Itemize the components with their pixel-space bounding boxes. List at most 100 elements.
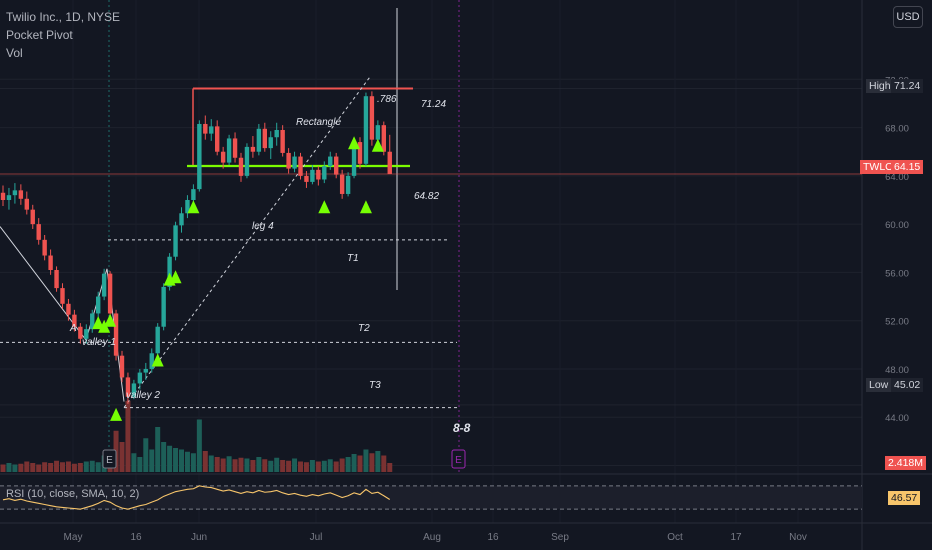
volume-bar bbox=[286, 460, 292, 472]
x-tick-label: 17 bbox=[730, 532, 742, 543]
volume-bar bbox=[244, 458, 250, 472]
candle-body bbox=[96, 296, 101, 314]
volume-bar bbox=[315, 461, 321, 472]
volume-bar bbox=[30, 463, 36, 472]
signal-triangle bbox=[110, 407, 123, 421]
y-tick-label: 44.00 bbox=[885, 413, 909, 424]
volume-bar bbox=[321, 460, 327, 472]
rsi-legend[interactable]: RSI (10, close, SMA, 10, 2) bbox=[6, 488, 140, 500]
candle-body bbox=[292, 156, 297, 169]
x-tick-label: Jun bbox=[191, 532, 207, 543]
candle-body bbox=[369, 96, 375, 140]
earnings-marker-2[interactable]: E bbox=[451, 449, 466, 469]
candle-body bbox=[387, 151, 392, 175]
candle-body bbox=[155, 326, 160, 354]
volume-bar bbox=[119, 442, 125, 472]
volume-bar bbox=[6, 463, 12, 472]
volume-bar bbox=[77, 463, 83, 472]
valley2-label: valley 2 bbox=[126, 390, 160, 401]
candle-body bbox=[18, 190, 24, 199]
signal-triangle bbox=[169, 270, 182, 284]
candle-body bbox=[161, 286, 166, 327]
candle-body bbox=[6, 195, 12, 200]
signal-triangle bbox=[371, 138, 384, 152]
candle-body bbox=[72, 314, 77, 327]
volume-bar bbox=[89, 460, 95, 472]
high-tag-label: High bbox=[866, 79, 894, 93]
candle-body bbox=[113, 313, 119, 356]
candle-body bbox=[244, 146, 250, 176]
rsi-band bbox=[0, 485, 862, 510]
earnings-marker-1[interactable]: E bbox=[102, 449, 117, 469]
pocket-pivot-signals bbox=[92, 136, 384, 421]
t3-label: T3 bbox=[369, 380, 381, 391]
candle-body bbox=[12, 190, 18, 196]
low-tag-value: 45.02 bbox=[891, 378, 924, 392]
x-tick-label: Aug bbox=[423, 532, 441, 543]
volume-bar bbox=[137, 457, 143, 472]
candle-body bbox=[226, 138, 232, 163]
candle-body bbox=[131, 383, 137, 397]
volume-bar bbox=[24, 461, 30, 472]
volume-bar bbox=[12, 464, 18, 472]
candle-body bbox=[179, 213, 184, 226]
volume-bar bbox=[339, 458, 345, 472]
candle-body bbox=[381, 125, 386, 152]
fib-label: .786 bbox=[377, 94, 397, 105]
volume-bar bbox=[268, 460, 274, 472]
x-tick-label: Oct bbox=[667, 532, 683, 543]
volume-bar bbox=[381, 455, 387, 472]
y-tick-label: 56.00 bbox=[885, 268, 909, 279]
x-tick-label: 16 bbox=[130, 532, 142, 543]
volume-bar bbox=[83, 461, 89, 472]
volume-bar bbox=[250, 460, 256, 472]
currency-button[interactable]: USD bbox=[893, 6, 923, 28]
volume-bar bbox=[274, 457, 280, 472]
x-tick-label: Nov bbox=[789, 532, 807, 543]
candle-body bbox=[90, 313, 95, 330]
candle-body bbox=[0, 192, 6, 200]
symbol-title[interactable]: Twilio Inc., 1D, NYSE bbox=[6, 10, 121, 24]
volume-bar bbox=[173, 448, 179, 472]
candle-body bbox=[328, 156, 333, 167]
volume-bar bbox=[0, 464, 6, 472]
volume-bar bbox=[36, 464, 42, 472]
indicator-name[interactable]: Pocket Pivot bbox=[6, 28, 73, 42]
candle-body bbox=[298, 156, 303, 176]
x-tick-label: Jul bbox=[310, 532, 323, 543]
candle-body bbox=[54, 270, 59, 289]
volume-bar bbox=[65, 461, 71, 472]
t2-label: T2 bbox=[358, 323, 370, 334]
leg4-line bbox=[123, 76, 371, 408]
candle-body bbox=[232, 138, 238, 158]
volume-bar bbox=[369, 453, 375, 472]
candle-body bbox=[345, 175, 351, 194]
candle-body bbox=[78, 326, 83, 339]
y-tick-label: 48.00 bbox=[885, 365, 909, 376]
volume-bar bbox=[345, 457, 351, 472]
volume-bar bbox=[375, 451, 381, 472]
event-label: 8-8 bbox=[453, 421, 471, 435]
candle-body bbox=[48, 255, 53, 270]
candle-body bbox=[60, 288, 65, 304]
candle-body bbox=[173, 225, 178, 257]
candle-body bbox=[334, 156, 339, 175]
volume-bar bbox=[161, 442, 167, 472]
x-tick-label: 16 bbox=[487, 532, 499, 543]
volume-bar bbox=[280, 460, 286, 472]
volume-label[interactable]: Vol bbox=[6, 46, 23, 60]
candle-body bbox=[286, 152, 291, 169]
signal-triangle bbox=[151, 353, 164, 367]
candle-body bbox=[280, 130, 285, 153]
volume-bar bbox=[208, 455, 214, 472]
candle-body bbox=[220, 151, 226, 163]
candle-body bbox=[191, 189, 196, 200]
volume-bar bbox=[214, 457, 220, 472]
support-level-label: 64.82 bbox=[414, 191, 439, 202]
volume-bar bbox=[303, 462, 309, 472]
volume-bar bbox=[95, 462, 101, 472]
candle-body bbox=[209, 126, 214, 134]
rsi-line bbox=[2, 485, 391, 510]
candle-body bbox=[310, 169, 315, 182]
